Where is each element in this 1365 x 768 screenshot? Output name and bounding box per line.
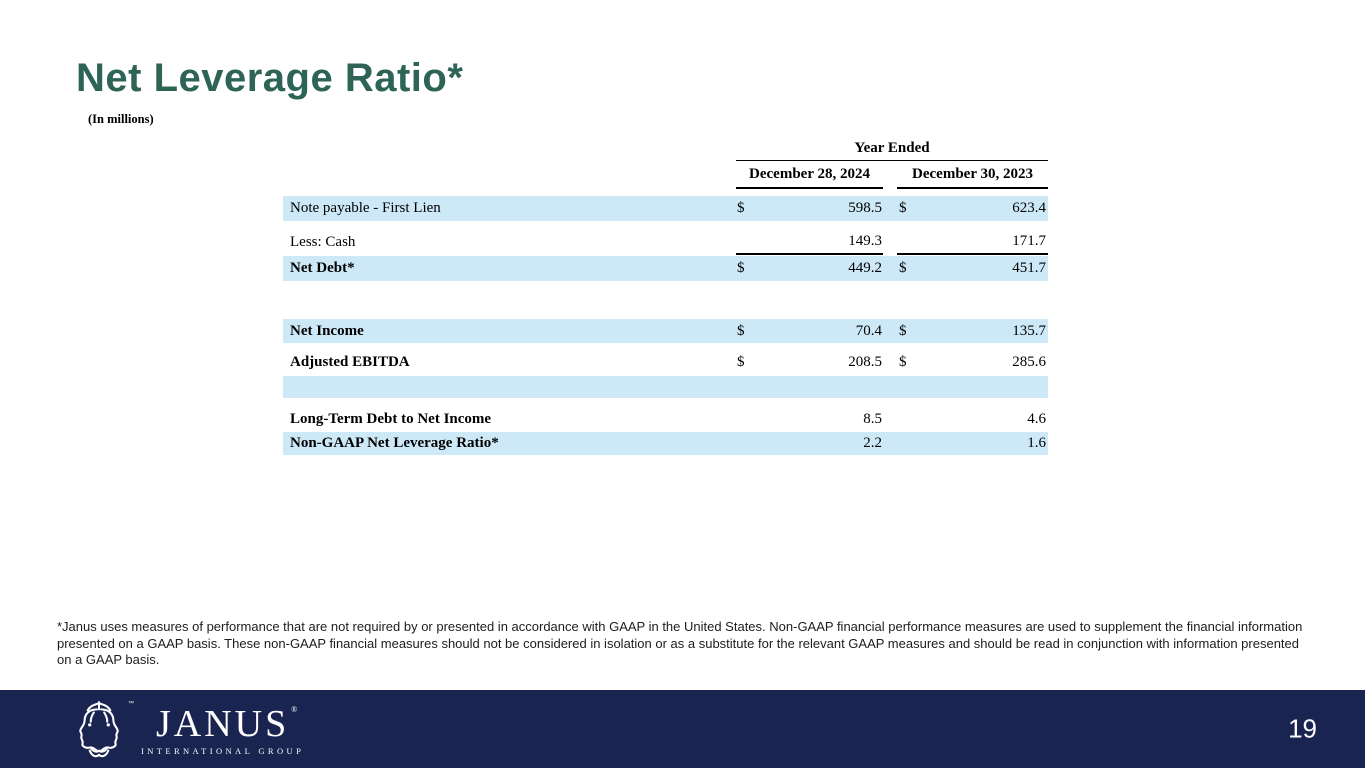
row-label: Less: Cash — [290, 234, 356, 250]
row-label: Note payable - First Lien — [290, 200, 441, 216]
value: 623.4 — [1012, 200, 1046, 216]
row-label: Adjusted EBITDA — [290, 353, 410, 370]
table-body: Note payable - First Lien $598.5 $623.4 Les… — [283, 196, 1048, 455]
table-row: Net Debt* $449.2 $451.7 — [283, 256, 1048, 281]
currency-symbol: $ — [899, 200, 907, 216]
currency-symbol: $ — [899, 260, 907, 276]
row-value-c2 — [897, 376, 1048, 398]
value: 1.6 — [1027, 435, 1046, 451]
row-value-c2: 171.7 — [897, 230, 1048, 255]
row-value-c1: 149.3 — [736, 230, 883, 255]
table-row: Net Income $70.4 $135.7 — [283, 319, 1048, 343]
row-label: Net Income — [290, 322, 364, 339]
currency-symbol: $ — [899, 353, 907, 370]
column-header-2024: December 28, 2024 — [736, 166, 883, 189]
table-row — [283, 376, 1048, 398]
currency-symbol: $ — [899, 322, 907, 339]
net-leverage-table: Year Ended December 28, 2024 December 30… — [283, 140, 1048, 455]
currency-symbol: $ — [737, 322, 745, 339]
row-value-c2: $135.7 — [897, 319, 1048, 343]
row-value-c2: $285.6 — [897, 350, 1048, 374]
janus-head-icon: ™ — [66, 699, 134, 761]
currency-symbol: $ — [737, 353, 745, 370]
table-row: Adjusted EBITDA $208.5 $285.6 — [283, 350, 1048, 374]
value: 8.5 — [863, 411, 882, 427]
row-value-c2: 1.6 — [897, 432, 1048, 455]
table-row: Less: Cash 149.3 171.7 — [283, 230, 1048, 255]
value: 171.7 — [1012, 233, 1046, 249]
row-label: Non-GAAP Net Leverage Ratio* — [290, 435, 499, 451]
row-value-c2: $451.7 — [897, 256, 1048, 281]
currency-symbol: $ — [737, 200, 745, 216]
table-row: Non-GAAP Net Leverage Ratio* 2.2 1.6 — [283, 432, 1048, 455]
row-value-c1: $208.5 — [736, 350, 883, 374]
footer-bar: ™ JANUS ® INTERNATIONAL GROUP 19 — [0, 690, 1365, 768]
value: 208.5 — [848, 353, 882, 370]
logo-subtext: INTERNATIONAL GROUP — [141, 745, 305, 756]
row-value-c1 — [736, 376, 883, 398]
row-value-c2: 4.6 — [897, 408, 1048, 431]
value: 2.2 — [863, 435, 882, 451]
table-column-headers: December 28, 2024 December 30, 2023 — [736, 166, 1048, 189]
column-header-2023: December 30, 2023 — [897, 166, 1048, 189]
row-value-c1: 2.2 — [736, 432, 883, 455]
table-row: Note payable - First Lien $598.5 $623.4 — [283, 196, 1048, 221]
value: 4.6 — [1027, 411, 1046, 427]
page-number: 19 — [1288, 713, 1317, 744]
janus-logo: ™ JANUS ® INTERNATIONAL GROUP — [66, 690, 304, 768]
row-value-c1: $449.2 — [736, 256, 883, 281]
page-title: Net Leverage Ratio* — [76, 56, 464, 100]
value: 135.7 — [1012, 322, 1046, 339]
table-group-header: Year Ended — [736, 140, 1048, 161]
gaap-footnote: *Janus uses measures of performance that… — [57, 619, 1303, 667]
row-value-c1: $70.4 — [736, 319, 883, 343]
logo-wordmark: JANUS ® — [155, 702, 298, 745]
value: 449.2 — [848, 260, 882, 276]
value: 598.5 — [848, 200, 882, 216]
units-label: (In millions) — [88, 112, 154, 126]
value: 285.6 — [1012, 353, 1046, 370]
registered-symbol: ® — [291, 704, 298, 714]
value: 149.3 — [848, 233, 882, 249]
row-value-c1: 8.5 — [736, 408, 883, 431]
logo-text-block: JANUS ® INTERNATIONAL GROUP — [141, 705, 304, 756]
row-value-c1: $598.5 — [736, 196, 883, 221]
table-row: Long-Term Debt to Net Income 8.5 4.6 — [283, 408, 1048, 431]
currency-symbol: $ — [737, 260, 745, 276]
row-label: Net Debt* — [290, 260, 355, 276]
row-label: Long-Term Debt to Net Income — [290, 411, 492, 427]
trademark-symbol: ™ — [128, 701, 134, 707]
row-value-c2: $623.4 — [897, 196, 1048, 221]
value: 451.7 — [1012, 260, 1046, 276]
value: 70.4 — [855, 322, 882, 339]
